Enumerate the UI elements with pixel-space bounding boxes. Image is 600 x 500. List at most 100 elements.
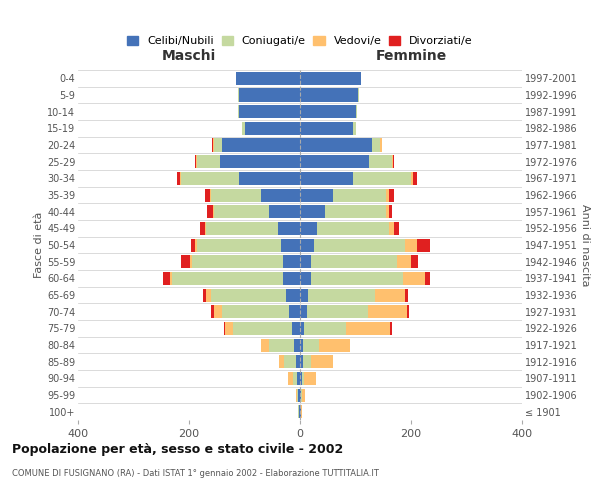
Bar [239, 172, 300, 185]
Bar [300, 372, 302, 385]
Bar [311, 272, 403, 285]
Bar [181, 255, 190, 268]
Bar [300, 105, 355, 118]
Bar [206, 222, 278, 235]
Bar [292, 322, 300, 335]
Text: COMUNE DI FUSIGNANO (RA) - Dati ISTAT 1° gennaio 2002 - Elaborazione TUTTITALIA.: COMUNE DI FUSIGNANO (RA) - Dati ISTAT 1°… [12, 469, 379, 478]
Bar [190, 255, 192, 268]
Bar [386, 188, 389, 202]
Bar [298, 388, 300, 402]
Bar [163, 272, 170, 285]
Bar [311, 255, 397, 268]
Bar [236, 72, 300, 85]
Bar [269, 338, 295, 351]
Bar [389, 205, 392, 218]
Bar [391, 322, 392, 335]
Bar [177, 172, 179, 185]
Bar [283, 255, 300, 268]
Bar [303, 338, 319, 351]
Bar [353, 122, 355, 135]
Bar [346, 322, 391, 335]
Y-axis label: Fasce di età: Fasce di età [34, 212, 44, 278]
Bar [222, 305, 289, 318]
Bar [353, 172, 411, 185]
Bar [389, 188, 394, 202]
Bar [325, 205, 386, 218]
Bar [413, 172, 417, 185]
Bar [406, 288, 408, 302]
Bar [368, 305, 407, 318]
Bar [334, 188, 386, 202]
Bar [194, 155, 196, 168]
Bar [304, 322, 346, 335]
Bar [205, 188, 210, 202]
Text: Maschi: Maschi [162, 49, 216, 63]
Bar [299, 405, 300, 418]
Bar [411, 172, 413, 185]
Bar [238, 105, 239, 118]
Bar [304, 372, 316, 385]
Bar [397, 255, 411, 268]
Bar [392, 155, 393, 168]
Bar [289, 305, 300, 318]
Bar [425, 272, 430, 285]
Bar [283, 272, 300, 285]
Bar [179, 172, 181, 185]
Bar [172, 272, 283, 285]
Bar [203, 288, 206, 302]
Bar [214, 305, 223, 318]
Bar [300, 255, 311, 268]
Bar [308, 288, 375, 302]
Bar [300, 238, 314, 252]
Bar [300, 305, 307, 318]
Bar [407, 305, 409, 318]
Bar [220, 155, 300, 168]
Bar [307, 305, 368, 318]
Bar [261, 338, 269, 351]
Bar [214, 138, 223, 151]
Bar [300, 205, 325, 218]
Bar [296, 355, 300, 368]
Bar [302, 388, 305, 402]
Bar [233, 322, 292, 335]
Bar [300, 355, 303, 368]
Bar [300, 72, 361, 85]
Bar [224, 322, 225, 335]
Bar [303, 355, 311, 368]
Bar [205, 222, 206, 235]
Bar [300, 172, 353, 185]
Bar [300, 322, 304, 335]
Bar [213, 205, 214, 218]
Bar [300, 272, 311, 285]
Bar [181, 172, 239, 185]
Bar [300, 88, 358, 102]
Bar [211, 188, 261, 202]
Bar [242, 122, 245, 135]
Bar [394, 222, 399, 235]
Bar [223, 138, 300, 151]
Bar [214, 205, 269, 218]
Bar [269, 205, 300, 218]
Y-axis label: Anni di nascita: Anni di nascita [580, 204, 590, 286]
Bar [386, 205, 389, 218]
Bar [191, 238, 195, 252]
Bar [196, 155, 197, 168]
Bar [192, 255, 283, 268]
Bar [286, 288, 300, 302]
Bar [355, 105, 356, 118]
Bar [300, 388, 301, 402]
Bar [319, 338, 350, 351]
Bar [197, 238, 281, 252]
Bar [210, 188, 211, 202]
Bar [225, 322, 233, 335]
Bar [278, 222, 300, 235]
Bar [302, 372, 304, 385]
Text: Femmine: Femmine [376, 49, 446, 63]
Bar [197, 155, 220, 168]
Bar [300, 288, 308, 302]
Bar [416, 238, 430, 252]
Bar [211, 305, 214, 318]
Bar [212, 138, 214, 151]
Bar [289, 372, 293, 385]
Bar [301, 388, 302, 402]
